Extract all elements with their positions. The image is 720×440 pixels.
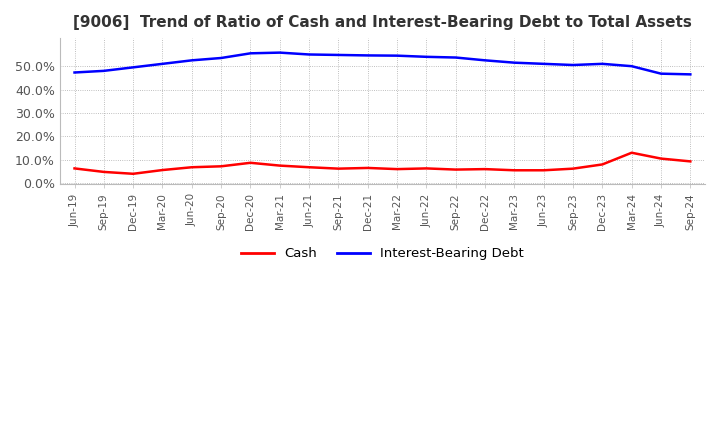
Title: [9006]  Trend of Ratio of Cash and Interest-Bearing Debt to Total Assets: [9006] Trend of Ratio of Cash and Intere… <box>73 15 692 30</box>
Legend: Cash, Interest-Bearing Debt: Cash, Interest-Bearing Debt <box>235 242 529 265</box>
